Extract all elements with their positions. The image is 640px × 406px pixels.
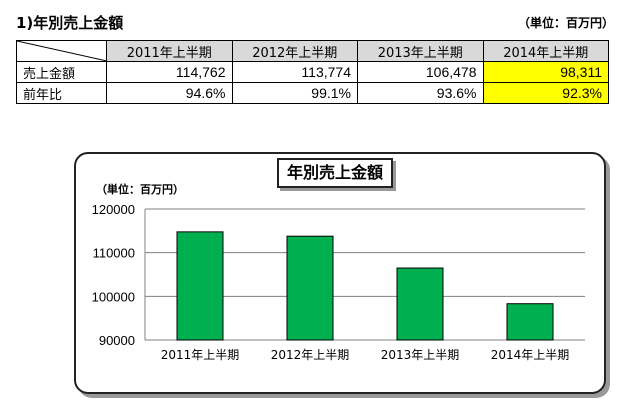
column-header: 2013年上半期 [357,40,484,62]
column-header: 2012年上半期 [231,40,358,62]
chart-unit-label: （単位：百万円） [96,183,184,196]
chart-frame [74,152,606,394]
table-cell: 114,762 [106,61,233,83]
x-tick-label: 2014年上半期 [491,348,570,362]
x-tick-label: 2012年上半期 [271,348,350,362]
sales-table: 2011年上半期 2012年上半期 2013年上半期 2014年上半期 売上金額… [16,40,609,104]
table-cell: 99.1% [231,82,358,104]
section-title: 1)年別売上金額 [16,14,124,32]
table-row: 前年比 94.6% 99.1% 93.6% 92.3% [16,82,609,104]
chart-title: 年別売上金額 [277,158,394,188]
x-tick-label: 2013年上半期 [381,348,460,362]
bar [396,267,444,341]
y-tick-label: 100000 [92,289,135,304]
y-tick-label: 120000 [92,202,135,217]
y-tick-label: 90000 [99,333,135,348]
row-label: 売上金額 [16,61,107,83]
table-cell: 94.6% [106,82,233,104]
bar [506,303,554,341]
row-label: 前年比 [16,82,107,104]
x-tick-label: 2011年上半期 [161,348,240,362]
table-row: 売上金額 114,762 113,774 106,478 98,311 [16,61,609,83]
bar [176,231,224,341]
unit-note: （単位：百万円） [517,16,614,30]
corner-cell [16,40,107,62]
table-cell-highlighted: 92.3% [482,82,609,104]
bar [286,235,334,341]
table-cell-highlighted: 98,311 [482,61,609,83]
table-header-row: 2011年上半期 2012年上半期 2013年上半期 2014年上半期 [16,40,609,62]
diagonal-line-icon [17,41,107,61]
y-tick-label: 110000 [93,246,135,261]
table-cell: 93.6% [357,82,484,104]
